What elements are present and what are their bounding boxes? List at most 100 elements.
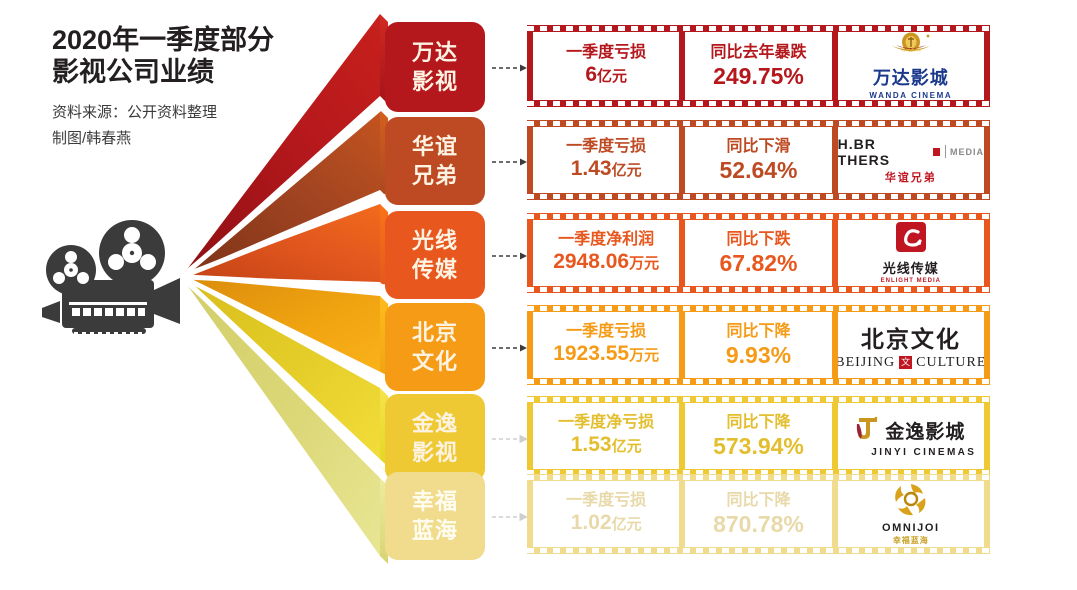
sprocket-hole [527, 306, 534, 311]
sprocket-hole [774, 379, 781, 384]
metric-unit: 万元 [629, 347, 660, 364]
sprocket-hole [592, 306, 599, 311]
sprocket-holes-bottom [527, 100, 990, 107]
sprocket-hole [696, 26, 703, 31]
sprocket-hole [800, 121, 807, 126]
sprocket-hole [696, 287, 703, 292]
sprocket-hole [904, 121, 911, 126]
sprocket-hole [982, 470, 989, 475]
sprocket-hole [839, 306, 846, 311]
sprocket-holes-bottom [527, 547, 990, 554]
sprocket-hole [566, 101, 573, 106]
sprocket-hole [592, 470, 599, 475]
logo-frame: OMNIJOI 幸福蓝海 [837, 481, 984, 547]
sprocket-hole [644, 397, 651, 402]
sprocket-hole [956, 26, 963, 31]
sprocket-hole [709, 397, 716, 402]
sprocket-hole [735, 548, 742, 553]
film-strip-4: 一季度亏损 1923.55万元 同比下降 9.93% 北京文化 BEIJING 文 C… [527, 305, 990, 385]
sprocket-hole [631, 548, 638, 553]
sprocket-hole [917, 306, 924, 311]
company-name-line-2: 传媒 [411, 257, 458, 282]
sprocket-hole [735, 379, 742, 384]
sprocket-hole [566, 194, 573, 199]
company-pill-3[interactable]: 光线 传媒 [385, 211, 485, 299]
sprocket-hole [683, 194, 690, 199]
sprocket-gap [989, 396, 995, 403]
sprocket-hole [527, 548, 534, 553]
sprocket-hole [631, 475, 638, 480]
sprocket-hole [657, 470, 664, 475]
sprocket-hole [670, 121, 677, 126]
sprocket-hole [735, 470, 742, 475]
change-value: 870.78% [713, 511, 804, 537]
sprocket-hole [969, 475, 976, 480]
sprocket-hole [878, 548, 885, 553]
company-pill-6[interactable]: 幸福 蓝海 [385, 472, 485, 560]
sprocket-hole [813, 26, 820, 31]
sprocket-hole [956, 287, 963, 292]
sprocket-hole [605, 306, 612, 311]
sprocket-hole [735, 397, 742, 402]
sprocket-hole [930, 101, 937, 106]
sprocket-hole [956, 306, 963, 311]
sprocket-hole [787, 287, 794, 292]
sprocket-hole [813, 548, 820, 553]
sprocket-hole [891, 214, 898, 219]
company-name-line-1: 北京 [411, 320, 458, 345]
sprocket-hole [787, 397, 794, 402]
company-pill-4[interactable]: 北京 文化 [385, 303, 485, 391]
company-pill-5[interactable]: 金逸 影视 [385, 394, 485, 482]
company-pill-2[interactable]: 华谊 兄弟 [385, 117, 485, 205]
sprocket-hole [878, 397, 885, 402]
logo-en-text: H.BR THERS [837, 135, 891, 168]
metric-value: 1.53亿元 [571, 433, 642, 459]
sprocket-hole [761, 121, 768, 126]
sprocket-hole [800, 26, 807, 31]
sprocket-hole [644, 470, 651, 475]
sprocket-hole [644, 379, 651, 384]
logo-wordmark: BEIJING 文 CULTURE [838, 355, 984, 371]
change-label: 同比去年暴跌 [710, 44, 807, 61]
sprocket-hole [644, 101, 651, 106]
logo-cn-text: 金逸影城 [885, 421, 966, 443]
sprocket-hole [904, 214, 911, 219]
sprocket-hole [787, 475, 794, 480]
metric-frame: 一季度亏损 1.43亿元 [533, 127, 680, 193]
sprocket-hole [657, 475, 664, 480]
source-block: 资料来源：公开资料整理 制图/韩春燕 [52, 100, 352, 152]
sprocket-hole [943, 101, 950, 106]
company-name-line-1: 光线 [411, 228, 458, 253]
sprocket-hole [982, 26, 989, 31]
sprocket-hole [904, 475, 911, 480]
sprocket-hole [865, 379, 872, 384]
logo-en-text: ENLIGHT MEDIA [880, 278, 941, 284]
change-frame: 同比下跌 67.82% [685, 220, 832, 286]
sprocket-hole [683, 475, 690, 480]
sprocket-hole [878, 26, 885, 31]
change-label: 同比下降 [726, 323, 791, 340]
sprocket-hole [956, 475, 963, 480]
sprocket-hole [696, 214, 703, 219]
sprocket-hole [644, 121, 651, 126]
sprocket-hole [566, 475, 573, 480]
sprocket-hole [982, 548, 989, 553]
sprocket-hole [735, 121, 742, 126]
logo-en2-text: CULTURE [916, 354, 984, 370]
change-label: 同比下降 [726, 492, 791, 509]
sprocket-gap [989, 547, 995, 554]
sprocket-hole [527, 214, 534, 219]
sprocket-hole [527, 379, 534, 384]
sprocket-hole [605, 287, 612, 292]
sprocket-hole [657, 121, 664, 126]
sprocket-hole [839, 101, 846, 106]
logo-wordmark: H.BR THERS MEDIA [838, 136, 984, 168]
company-name-line-1: 万达 [411, 40, 458, 65]
company-pill-1[interactable]: 万达 影视 [385, 22, 485, 112]
omnijoi-logo: OMNIJOI 幸福蓝海 [882, 482, 940, 546]
sprocket-hole [917, 287, 924, 292]
sprocket-hole [592, 287, 599, 292]
sprocket-hole [553, 548, 560, 553]
sprocket-hole [579, 214, 586, 219]
sprocket-hole [852, 379, 859, 384]
